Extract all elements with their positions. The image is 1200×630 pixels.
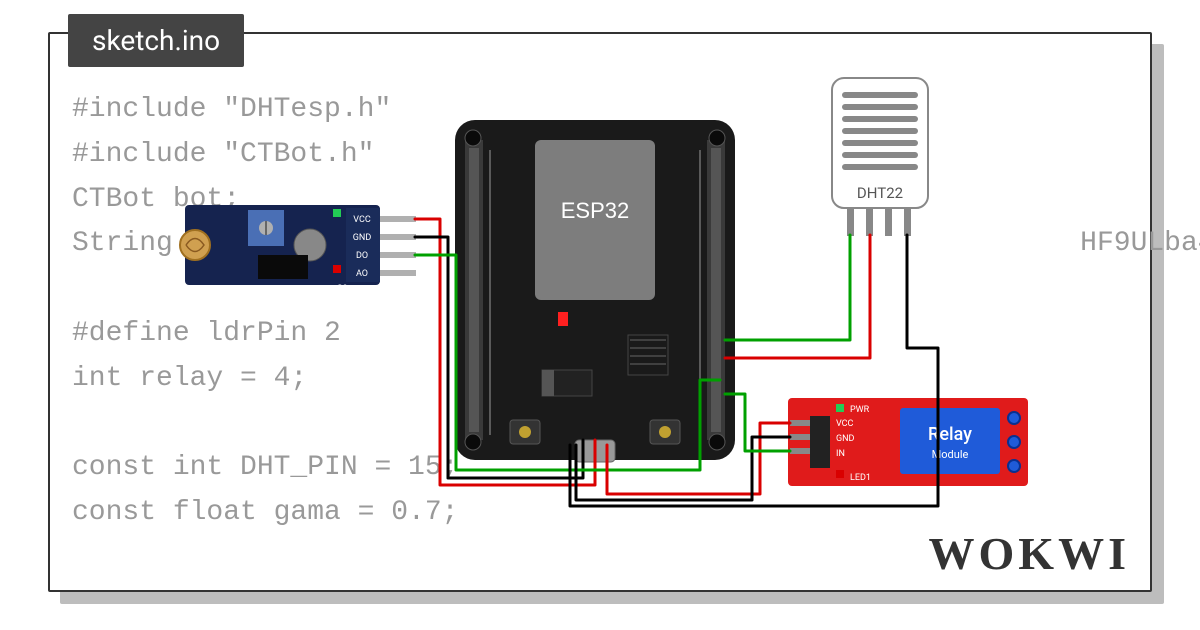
filename-tab[interactable]: sketch.ino: [68, 14, 244, 67]
code-preview: #include "DHTesp.h" #include "CTBot.h" C…: [72, 88, 1200, 536]
wokwi-brand: WOKWI: [929, 527, 1130, 580]
